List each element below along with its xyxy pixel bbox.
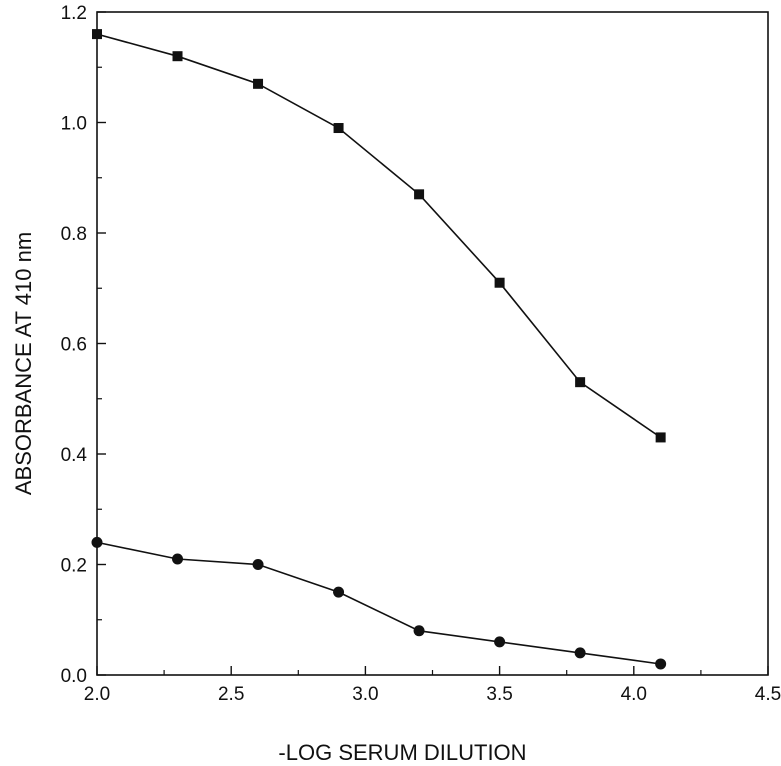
x-tick-label: 3.5 [486, 684, 512, 705]
data-point-circle [574, 647, 586, 659]
x-tick-label: 2.5 [218, 684, 244, 705]
y-tick-label: 0.8 [61, 224, 87, 245]
data-point-square [92, 29, 102, 40]
y-tick-label: 0.2 [61, 556, 87, 577]
series-layer [91, 29, 667, 670]
data-point-circle [252, 559, 264, 570]
data-point-square [655, 432, 666, 443]
y-axis-label: ABSORBANCE AT 410 nm [11, 232, 36, 495]
x-axis: 2.0 2.5 3.0 3.5 4.0 4.5 [84, 666, 781, 705]
x-tick-label: 2.0 [84, 684, 110, 705]
data-point-circle [172, 553, 184, 565]
data-point-circle [494, 636, 506, 648]
data-point-square [575, 377, 586, 388]
x-tick-label: 4.5 [755, 684, 781, 705]
y-tick-label: 0.0 [61, 666, 87, 687]
plot-area [96, 11, 769, 676]
data-point-circle [413, 625, 425, 637]
y-tick-label: 1.2 [61, 3, 87, 24]
data-point-square [172, 51, 183, 62]
x-tick-label: 3.0 [352, 684, 378, 705]
y-tick-label: 0.6 [61, 335, 87, 356]
data-point-circle [91, 536, 103, 548]
data-point-circle [655, 658, 667, 670]
y-tick-label: 1.0 [61, 114, 87, 135]
data-point-square [333, 123, 344, 134]
series-line-1 [96, 33, 662, 439]
data-point-square [414, 189, 425, 200]
series-line-2 [96, 541, 661, 665]
x-tick-label: 4.0 [621, 684, 647, 705]
y-axis: 0.0 0.2 0.4 0.6 0.8 1.0 1.2 [61, 3, 106, 687]
data-point-circle [333, 586, 345, 598]
plot-border [96, 11, 769, 676]
x-axis-label: -LOG SERUM DILUTION [278, 740, 526, 765]
data-point-square [494, 277, 505, 288]
y-tick-label: 0.4 [61, 445, 88, 466]
data-point-square [253, 78, 264, 89]
